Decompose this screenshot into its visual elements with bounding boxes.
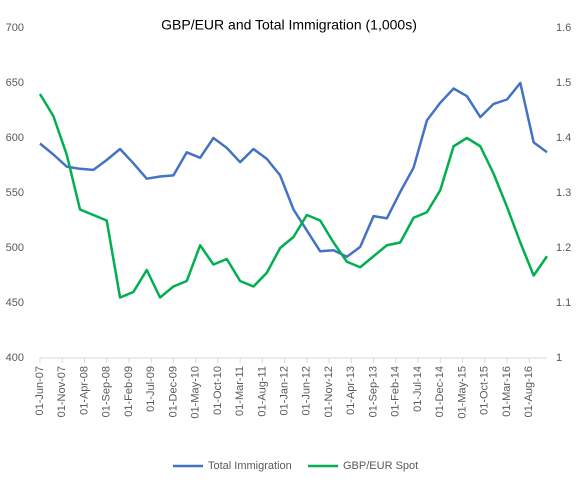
line-series [38, 93, 549, 299]
x-tick-label: 01-Jan-12 [279, 366, 291, 416]
x-tick-label: 01-Jun-07 [34, 366, 46, 416]
x-tick-label: 01-Mar-11 [234, 366, 246, 416]
x-tick-label: 01-Feb-09 [123, 366, 135, 417]
chart-title: GBP/EUR and Total Immigration (1,000s) [161, 17, 417, 33]
x-tick-label: 01-Dec-09 [167, 366, 179, 417]
y-tick-label: 500 [6, 242, 24, 254]
y-tick-label: 700 [6, 22, 24, 34]
y-tick-label: 450 [6, 297, 24, 309]
y2-tick-label: 1.5 [556, 77, 571, 89]
y-tick-label: 600 [6, 132, 24, 144]
y2-tick-label: 1.6 [556, 22, 571, 34]
x-tick-label: 01-Nov-12 [323, 366, 335, 417]
x-tick-label: 01-Sep-13 [367, 366, 379, 417]
x-tick-label: 01-Apr-08 [78, 366, 90, 415]
x-tick-label: 01-Feb-14 [390, 366, 402, 417]
legend-label: GBP/EUR Spot [343, 460, 418, 472]
y-tick-label: 550 [6, 187, 24, 199]
x-tick-label: 01-Apr-13 [345, 366, 357, 415]
x-tick-label: 01-Oct-15 [479, 366, 491, 415]
y2-tick-label: 1.1 [556, 297, 571, 309]
x-tick-label: 01-Jul-14 [412, 366, 424, 412]
x-tick-label: 01-Aug-11 [256, 366, 268, 417]
x-tick-label: 01-Dec-14 [434, 366, 446, 417]
x-tick-label: 01-Sep-08 [101, 366, 113, 417]
y2-tick-label: 1.2 [556, 242, 571, 254]
y2-tick-label: 1 [556, 352, 562, 364]
y2-tick-label: 1.3 [556, 187, 571, 199]
x-tick-label: 01-Jun-12 [301, 366, 313, 416]
line-series [39, 81, 548, 259]
legend-label: Total Immigration [208, 460, 292, 472]
y-tick-label: 400 [6, 352, 24, 364]
x-tick-label: 01-Jul-09 [145, 366, 157, 412]
x-tick-label: 01-May-10 [190, 366, 202, 419]
x-tick-label: 01-Mar-16 [501, 366, 513, 417]
x-tick-label: 01-Aug-16 [523, 366, 535, 417]
x-tick-label: 01-Oct-10 [212, 366, 224, 415]
y2-tick-label: 1.4 [556, 132, 571, 144]
x-tick-label: 01-Nov-07 [56, 366, 68, 417]
x-tick-label: 01-May-15 [456, 366, 468, 419]
y-tick-label: 650 [6, 77, 24, 89]
